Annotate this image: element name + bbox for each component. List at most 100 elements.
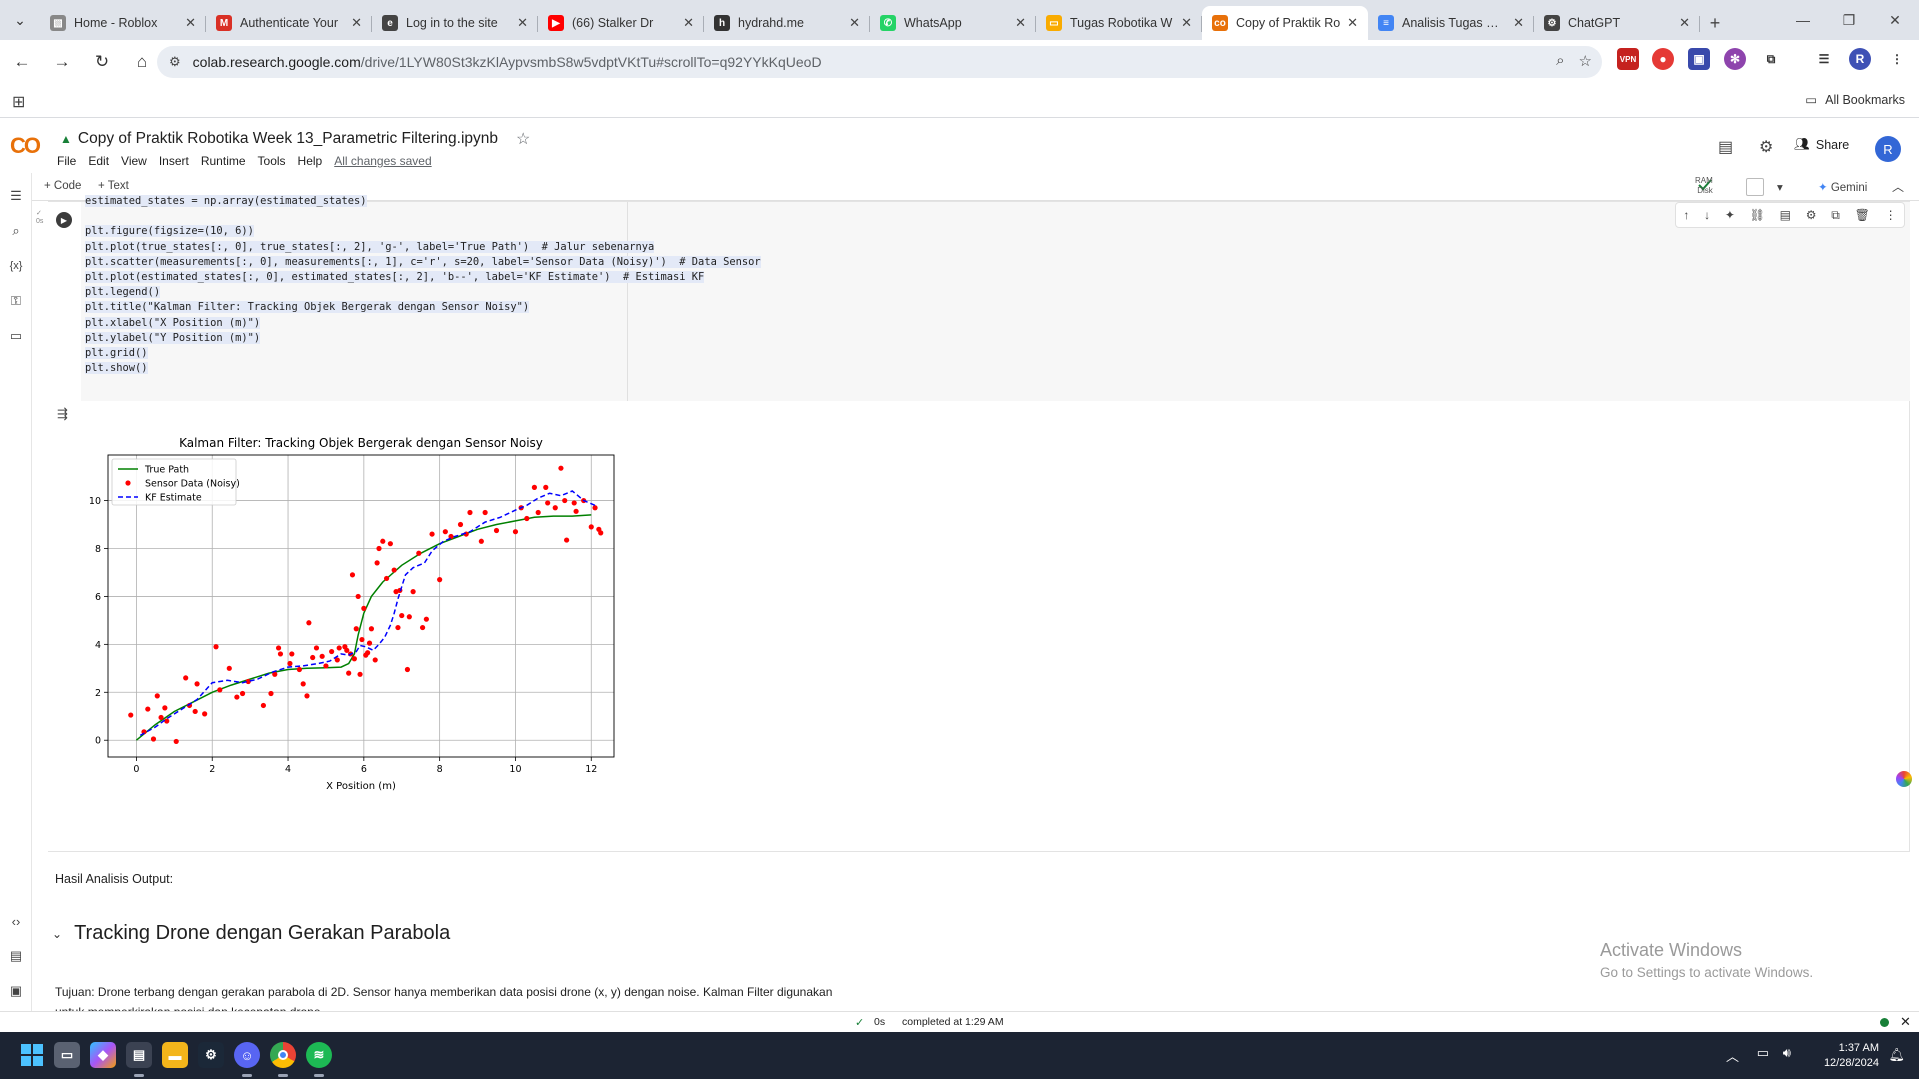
tab-close-icon[interactable]: ✕ xyxy=(185,15,196,30)
minimize-icon[interactable]: — xyxy=(1796,12,1810,28)
browser-tab[interactable]: ≡ Analisis Tugas Rob ✕ xyxy=(1368,6,1534,40)
snipping-tool-icon[interactable]: ▤ xyxy=(126,1042,152,1068)
site-info-icon[interactable]: ⚙ xyxy=(169,54,181,69)
tab-close-icon[interactable]: ✕ xyxy=(1347,15,1358,30)
browser-menu-icon[interactable]: ⋮ xyxy=(1891,52,1903,66)
search-icon[interactable]: ⌕ xyxy=(12,223,20,238)
user-avatar[interactable]: R xyxy=(1875,136,1901,162)
profile-avatar[interactable]: R xyxy=(1849,48,1871,70)
move-down-icon[interactable]: ↓ xyxy=(1704,208,1711,222)
extension-vpn-icon[interactable]: VPN xyxy=(1617,48,1639,70)
ram-disk-indicator[interactable]: RAM Disk xyxy=(1695,176,1713,196)
code-text[interactable]: estimated_states = np.array(estimated_st… xyxy=(85,194,761,376)
browser-tab[interactable]: co Copy of Praktik Ro ✕ xyxy=(1202,6,1368,40)
bookmark-star-icon[interactable]: ☆ xyxy=(1578,53,1592,70)
chrome-icon[interactable] xyxy=(270,1042,296,1068)
delete-icon[interactable]: 🗑︎ xyxy=(1854,208,1870,222)
spotify-icon[interactable]: ≋ xyxy=(306,1042,332,1068)
browser-tab[interactable]: ⚙ ChatGPT ✕ xyxy=(1534,6,1700,40)
comment-icon[interactable]: ▤ xyxy=(1779,208,1792,222)
move-up-icon[interactable]: ↑ xyxy=(1683,208,1690,222)
menu-item[interactable]: Tools xyxy=(257,154,286,168)
command-palette-icon[interactable]: ▤ xyxy=(9,948,23,963)
browser-tab[interactable]: h hydrahd.me ✕ xyxy=(704,6,870,40)
runtime-dropdown-icon[interactable]: ▾ xyxy=(1777,182,1783,194)
status-close-icon[interactable]: ✕ xyxy=(1900,1014,1911,1029)
browser-tab[interactable]: M Authenticate Your ✕ xyxy=(206,6,372,40)
extension-blue-icon[interactable]: ▣ xyxy=(1688,48,1710,70)
terminal-icon[interactable]: ▣ xyxy=(9,983,23,998)
tab-close-icon[interactable]: ✕ xyxy=(1015,15,1026,30)
tab-close-icon[interactable]: ✕ xyxy=(683,15,694,30)
add-text-button[interactable]: + Text xyxy=(98,180,129,192)
extension-purple-icon[interactable]: ✻ xyxy=(1724,48,1746,70)
resource-bars[interactable] xyxy=(1746,178,1764,196)
tab-close-icon[interactable]: ✕ xyxy=(351,15,362,30)
restore-icon[interactable]: ❐ xyxy=(1842,11,1856,28)
menu-item[interactable]: Edit xyxy=(88,154,110,168)
secrets-key-icon[interactable]: ⚿ xyxy=(11,293,21,308)
extension-adblock-icon[interactable]: ● xyxy=(1652,48,1674,70)
extensions-puzzle-icon[interactable]: ⧉ xyxy=(1766,51,1776,66)
table-of-contents-icon[interactable]: ☰ xyxy=(10,188,22,203)
apps-grid-icon[interactable]: ⊞ xyxy=(12,94,26,111)
settings-gear-icon[interactable]: ⚙ xyxy=(1759,139,1774,156)
home-icon[interactable]: ⌂ xyxy=(136,52,148,71)
collapse-section-icon[interactable]: ⌄ xyxy=(52,926,63,941)
mirror-cell-icon[interactable]: ⧉ xyxy=(1831,207,1840,222)
add-code-button[interactable]: + Code xyxy=(44,180,82,192)
reload-icon[interactable]: ↻ xyxy=(94,52,110,71)
tab-close-icon[interactable]: ✕ xyxy=(517,15,528,30)
tab-close-icon[interactable]: ✕ xyxy=(849,15,860,30)
window-close-icon[interactable]: ✕ xyxy=(1889,11,1901,28)
link-icon[interactable]: ⛓ xyxy=(1749,208,1765,222)
cell-settings-icon[interactable]: ⚙ xyxy=(1805,208,1817,222)
browser-tab[interactable]: ▧ Home - Roblox ✕ xyxy=(40,6,206,40)
output-toggle-icon[interactable]: ⇶ xyxy=(57,406,68,421)
forward-icon[interactable]: → xyxy=(53,52,71,71)
back-icon[interactable]: ← xyxy=(13,52,31,71)
run-cell-button[interactable]: ▶ xyxy=(56,212,72,228)
steam-icon[interactable]: ⚙ xyxy=(198,1042,224,1068)
variables-icon[interactable]: {x} xyxy=(9,260,23,272)
browser-tab[interactable]: ▭ Tugas Robotika W ✕ xyxy=(1036,6,1202,40)
clock[interactable]: 1:37 AM 12/28/2024 xyxy=(1824,1041,1879,1071)
browser-tab[interactable]: e Log in to the site ✕ xyxy=(372,6,538,40)
gemini-button[interactable]: ✦ Gemini xyxy=(1818,180,1867,194)
comments-icon[interactable]: ▤ xyxy=(1718,139,1734,156)
browser-tab[interactable]: ▶ (66) Stalker Dr ✕ xyxy=(538,6,704,40)
tray-chevron-icon[interactable]: ︿ xyxy=(1725,1049,1739,1064)
menu-item[interactable]: Runtime xyxy=(200,154,246,168)
notebook-title[interactable]: Copy of Praktik Robotika Week 13_Paramet… xyxy=(77,130,499,147)
discord-icon[interactable]: ☺ xyxy=(234,1042,260,1068)
file-explorer-icon[interactable]: ▬ xyxy=(162,1042,188,1068)
zoom-icon[interactable]: ⌕ xyxy=(1556,52,1565,69)
more-options-icon[interactable]: ⋮ xyxy=(1884,208,1897,222)
menu-item[interactable]: Help xyxy=(297,154,323,168)
google-drive-icon[interactable]: ▲ xyxy=(60,132,72,146)
copilot-icon[interactable]: ◆ xyxy=(90,1042,116,1068)
menu-item[interactable]: Insert xyxy=(158,154,189,168)
menu-item[interactable]: View xyxy=(121,154,147,168)
tab-search-chevron-icon[interactable]: ⌄ xyxy=(14,11,26,28)
status-text[interactable]: completed at 1:29 AM xyxy=(902,1016,1004,1028)
tab-close-icon[interactable]: ✕ xyxy=(1513,15,1524,30)
task-view-icon[interactable]: ▭ xyxy=(54,1042,80,1068)
windows-start-icon[interactable] xyxy=(19,1042,45,1068)
menu-item[interactable]: File xyxy=(57,154,77,168)
address-bar[interactable]: ⚙ colab.research.google.com/drive/1LYW80… xyxy=(157,46,1602,78)
code-cell[interactable]: ✓ 0s ▶ estimated_states = np.array(estima… xyxy=(36,195,1910,852)
all-bookmarks-button[interactable]: ▭ All Bookmarks xyxy=(1805,92,1905,108)
save-status-link[interactable]: All changes saved xyxy=(334,154,432,168)
browser-tab[interactable]: ✆ WhatsApp ✕ xyxy=(870,6,1036,40)
colab-logo[interactable]: CO xyxy=(10,133,41,159)
volume-icon[interactable]: 🔊︎ xyxy=(1782,1045,1791,1060)
notification-bell-icon[interactable]: 🔔︎ xyxy=(1888,1047,1905,1062)
collapse-header-icon[interactable]: ︿ xyxy=(1892,180,1905,194)
new-tab-button[interactable]: + xyxy=(1709,12,1721,33)
tab-close-icon[interactable]: ✕ xyxy=(1679,15,1690,30)
star-icon[interactable]: ☆ xyxy=(516,131,531,148)
code-snippets-icon[interactable]: ‹› xyxy=(11,913,21,929)
media-control-icon[interactable]: ☰ xyxy=(1818,52,1830,66)
network-icon[interactable]: ▭ xyxy=(1756,1045,1769,1060)
